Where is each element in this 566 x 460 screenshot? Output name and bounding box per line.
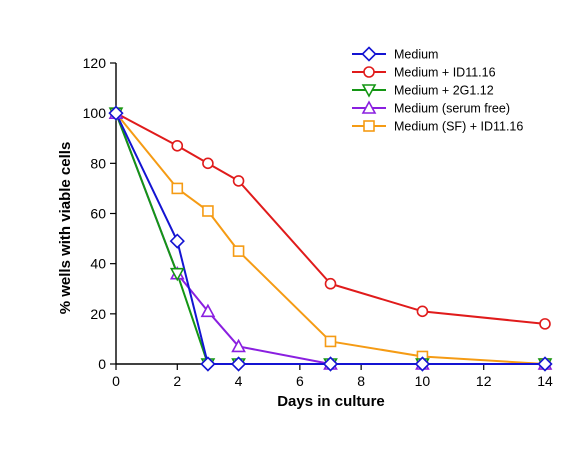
y-tick-label: 20: [90, 306, 106, 322]
y-tick-label: 0: [98, 356, 106, 372]
data-point: [202, 157, 214, 170]
x-tick-label: 6: [296, 373, 304, 389]
y-tick-label: 40: [90, 256, 106, 272]
y-tick-label: 100: [83, 105, 107, 121]
x-tick-label: 8: [357, 373, 365, 389]
data-point: [202, 205, 214, 217]
legend-label: Medium: [394, 48, 438, 62]
legend-item: Medium + ID11.16: [352, 66, 496, 80]
x-axis-title: Days in culture: [277, 393, 385, 410]
y-axis-title: % wells with viable cells: [57, 142, 74, 315]
legend-marker: [363, 66, 375, 78]
legend-item: Medium: [352, 46, 438, 62]
legend-label: Medium + ID11.16: [394, 66, 496, 80]
data-point: [231, 338, 246, 353]
y-tick-label: 60: [90, 206, 106, 222]
legend-label: Medium + 2G1.12: [394, 84, 494, 98]
data-point: [322, 356, 339, 372]
data-point: [169, 267, 185, 282]
legend-item: Medium (SF) + ID11.16: [352, 120, 523, 134]
x-tick-label: 12: [476, 373, 492, 389]
legend-marker: [363, 120, 375, 132]
data-point: [232, 245, 245, 257]
data-point: [200, 356, 216, 372]
legend-item: Medium (serum free): [352, 100, 510, 116]
data-point: [108, 105, 124, 121]
data-point: [171, 139, 184, 152]
data-point: [324, 335, 337, 348]
x-tick-label: 14: [537, 373, 553, 389]
plot-area: [108, 105, 553, 372]
axes: 0 2 4 6 8 10 12 14 0 20 40 60 80 100 120: [83, 55, 553, 389]
data-point: [169, 233, 185, 249]
data-point: [416, 305, 429, 318]
data-point: [200, 303, 216, 318]
data-point: [324, 277, 337, 290]
x-tick-label: 4: [235, 373, 243, 389]
data-point: [230, 356, 247, 372]
x-tick-label: 10: [415, 373, 431, 389]
legend-marker: [361, 100, 377, 114]
data-point: [171, 182, 184, 195]
legend: Medium Medium + ID11.16 Medium + 2G1.12 Med…: [352, 46, 523, 134]
y-tick-label: 120: [83, 55, 107, 71]
y-tick-label: 80: [90, 155, 106, 171]
x-tick-label: 0: [112, 373, 120, 389]
legend-marker: [361, 46, 377, 62]
legend-label: Medium (SF) + ID11.16: [394, 120, 523, 134]
data-point: [539, 318, 551, 330]
data-point: [414, 356, 431, 372]
legend-marker: [361, 84, 377, 98]
legend-label: Medium (serum free): [394, 102, 510, 116]
data-point: [537, 356, 553, 372]
legend-item: Medium + 2G1.12: [352, 84, 494, 98]
x-tick-label: 2: [173, 373, 181, 389]
data-point: [232, 175, 245, 187]
